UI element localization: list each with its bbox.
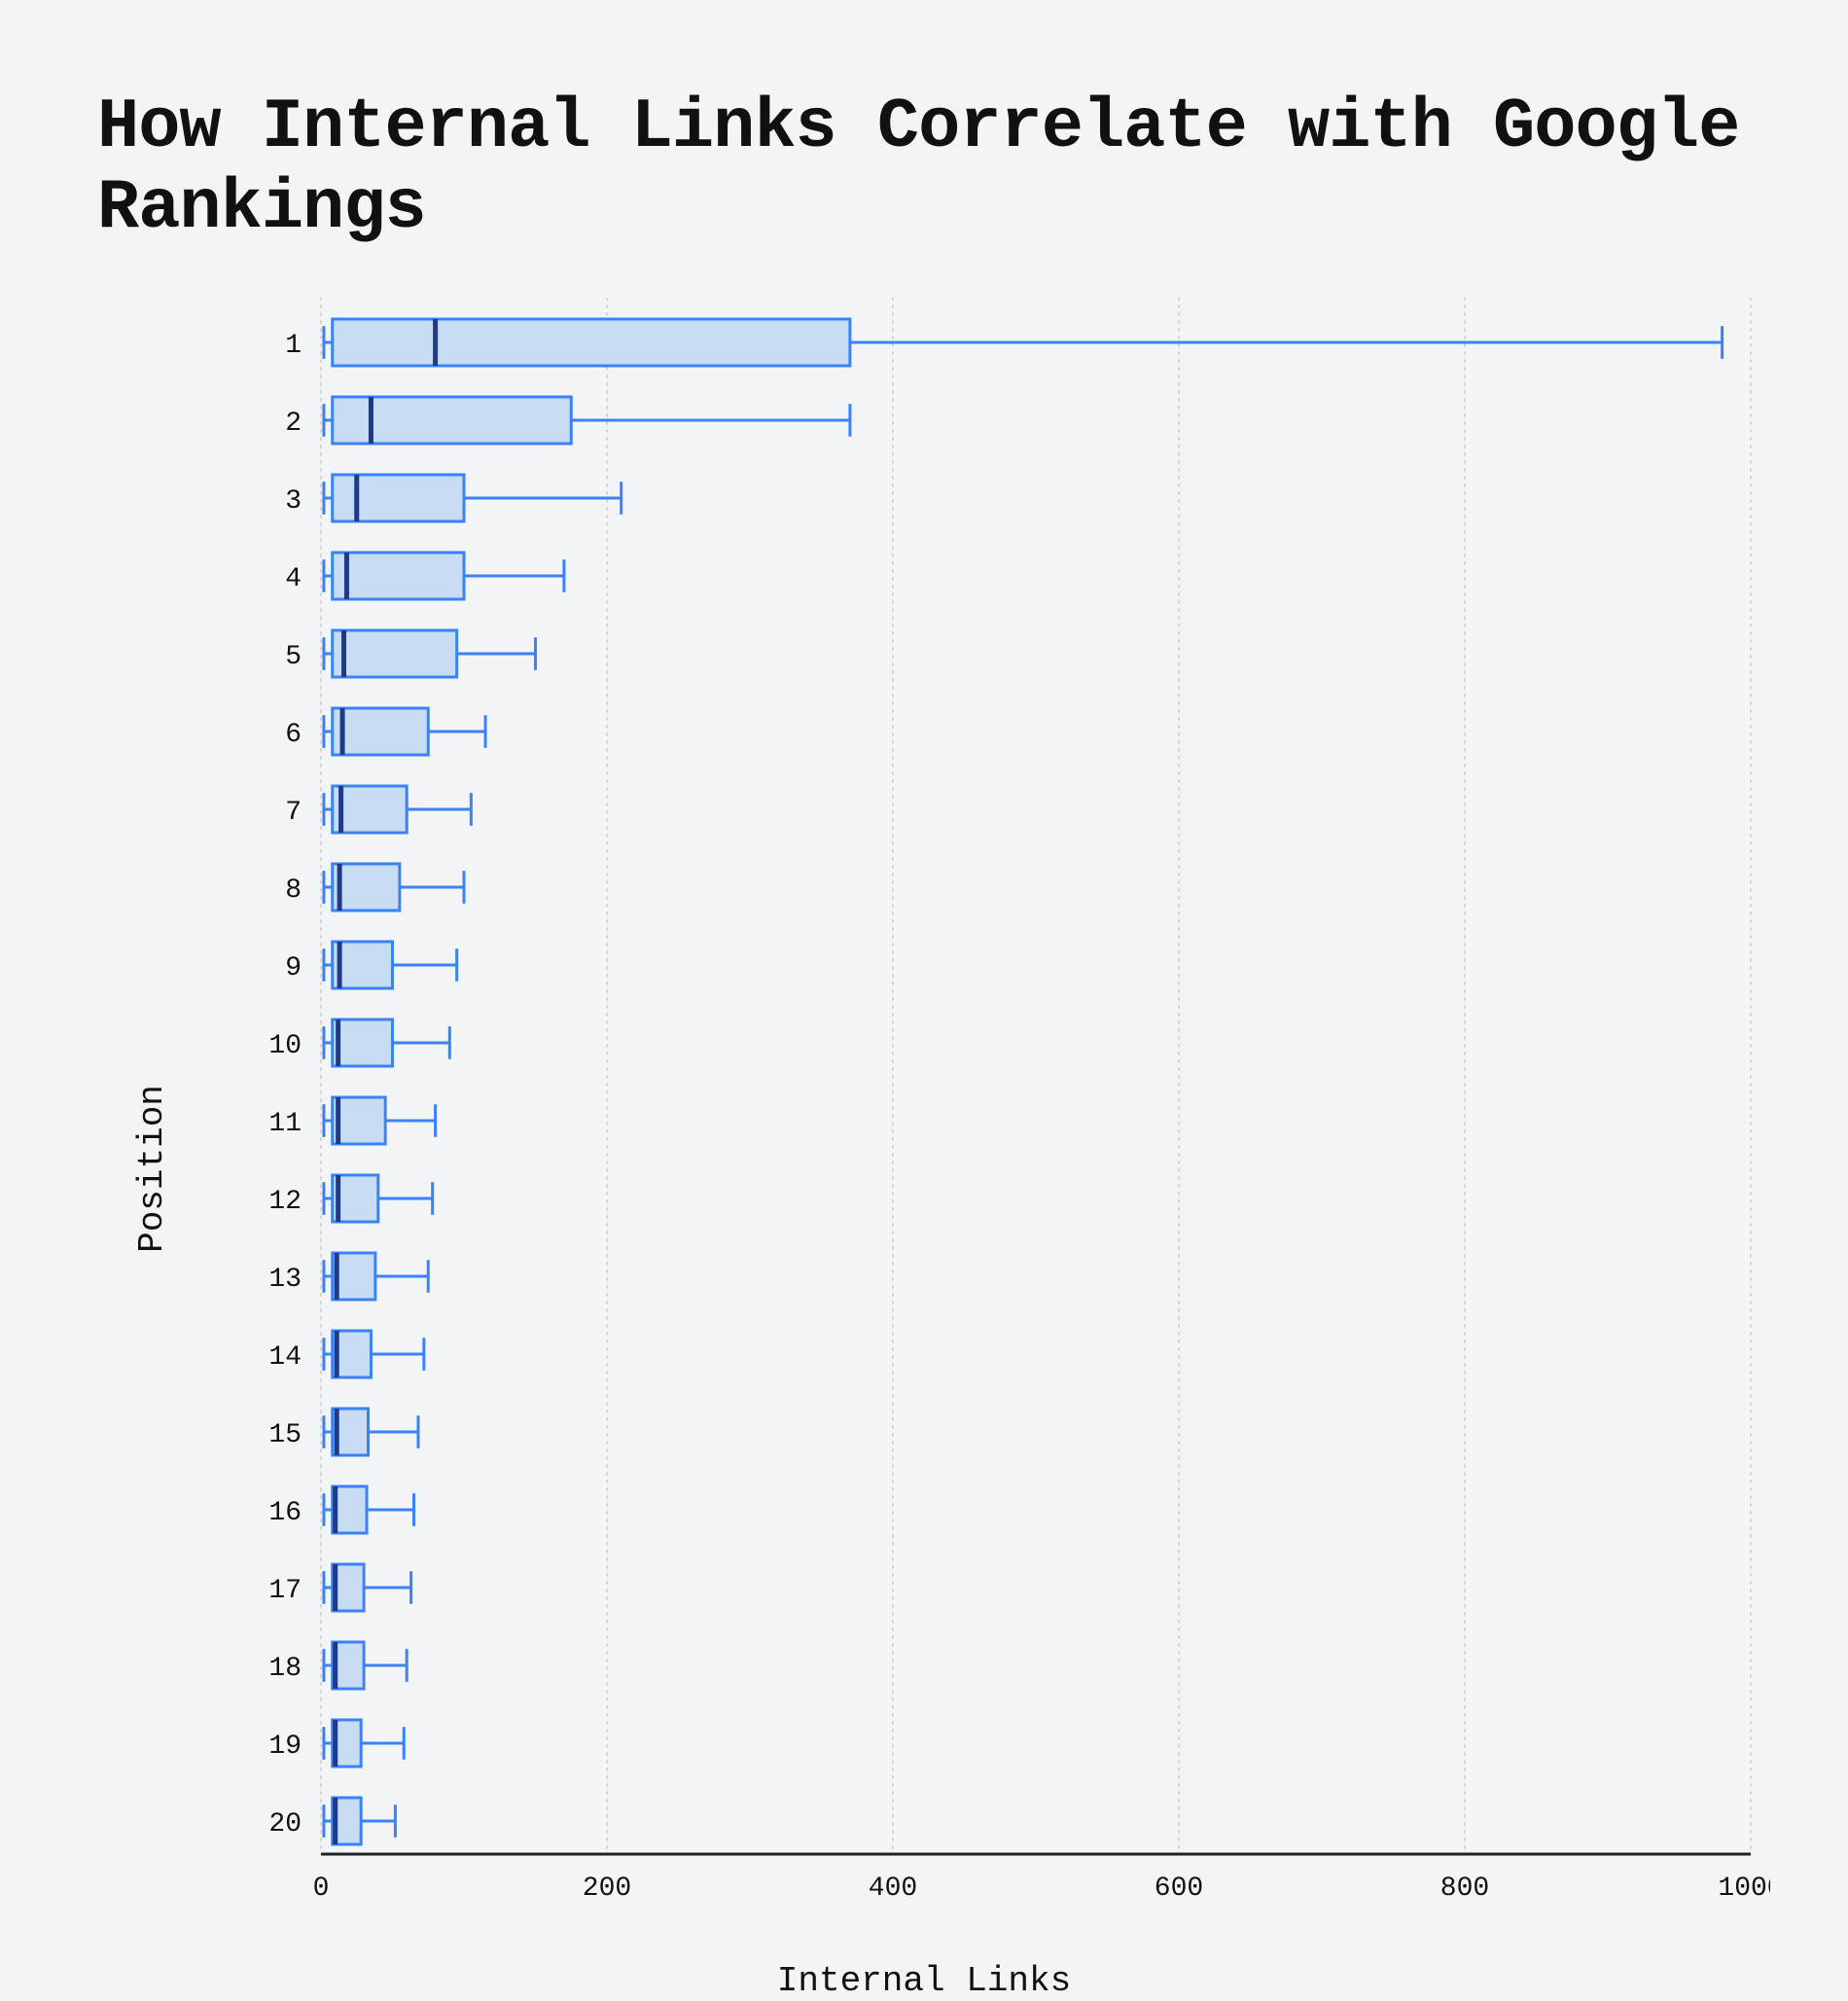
x-tick-label: 800 <box>1440 1874 1489 1904</box>
y-tick-label: 19 <box>268 1732 302 1762</box>
y-tick-label: 12 <box>268 1187 302 1217</box>
y-tick-label: 6 <box>285 720 302 750</box>
boxplot-row <box>324 942 457 988</box>
x-tick-label: 0 <box>313 1874 330 1904</box>
box <box>333 397 571 444</box>
box <box>333 630 457 677</box>
y-tick-label: 14 <box>268 1342 302 1373</box>
x-tick-label: 600 <box>1155 1874 1203 1904</box>
y-tick-label: 11 <box>268 1109 302 1139</box>
box <box>333 864 400 911</box>
y-tick-label: 2 <box>285 409 302 439</box>
boxplot-row <box>324 553 564 599</box>
x-axis-label: Internal Links <box>97 1961 1751 2001</box>
y-tick-label: 9 <box>285 953 302 983</box>
y-tick-label: 13 <box>268 1265 302 1295</box>
boxplot-row <box>324 475 622 521</box>
y-tick-label: 10 <box>268 1031 302 1061</box>
y-tick-label: 4 <box>285 564 302 594</box>
y-tick-label: 17 <box>268 1576 302 1606</box>
box <box>333 475 464 521</box>
y-tick-label: 1 <box>285 331 302 361</box>
boxplot-row <box>324 1097 436 1144</box>
y-tick-label: 5 <box>285 642 302 672</box>
chart-title: How Internal Links Correlate with Google… <box>97 88 1751 249</box>
y-tick-label: 15 <box>268 1420 302 1450</box>
boxplot-row <box>324 1642 407 1689</box>
y-tick-label: 20 <box>268 1809 302 1840</box>
y-tick-label: 8 <box>285 875 302 906</box>
x-tick-label: 200 <box>583 1874 631 1904</box>
boxplot-row <box>324 864 464 911</box>
boxplot-row <box>324 1564 411 1611</box>
y-tick-label: 3 <box>285 486 302 517</box>
y-axis-label: Position <box>132 1085 172 1253</box>
x-tick-label: 1000 <box>1718 1874 1770 1904</box>
boxplot-row <box>324 1720 404 1767</box>
x-tick-label: 400 <box>869 1874 917 1904</box>
boxplot-row <box>324 1175 433 1222</box>
boxplot-row <box>324 786 471 833</box>
y-tick-label: 18 <box>268 1654 302 1684</box>
box <box>333 1019 393 1066</box>
boxplot-row <box>324 1798 396 1844</box>
box <box>333 319 850 366</box>
boxplot-row <box>324 1409 418 1455</box>
boxplot-row <box>324 630 536 677</box>
boxplot-row <box>324 1019 449 1066</box>
box <box>333 553 464 599</box>
boxplot-row <box>324 708 485 755</box>
box <box>333 786 407 833</box>
boxplot-row <box>324 1253 428 1300</box>
boxplot-row <box>324 319 1723 366</box>
y-tick-label: 7 <box>285 798 302 828</box>
boxplot-row <box>324 397 850 444</box>
chart-container: Position 0200400600800100012345678910111… <box>97 298 1751 2001</box>
box <box>333 708 428 755</box>
boxplot-row <box>324 1486 414 1533</box>
y-tick-label: 16 <box>268 1498 302 1528</box>
boxplot-row <box>324 1331 424 1377</box>
boxplot-chart: 0200400600800100012345678910111213141516… <box>97 298 1770 1932</box>
